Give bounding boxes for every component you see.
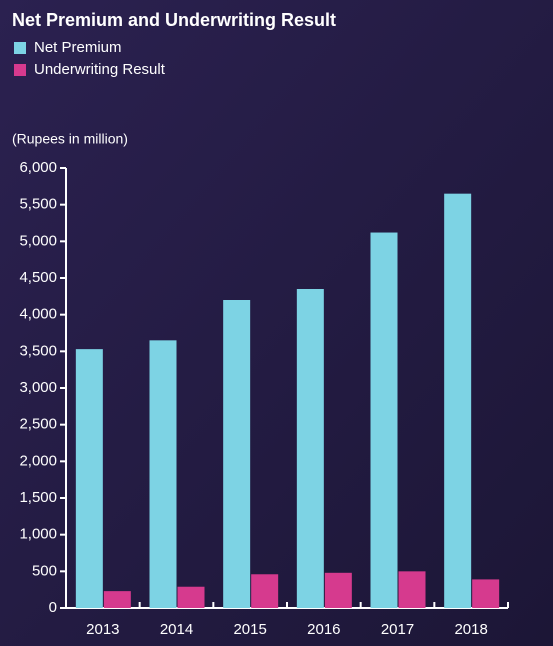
x-tick-label: 2013 <box>86 621 119 638</box>
bar <box>177 586 205 608</box>
y-tick-label: 5,500 <box>19 196 57 213</box>
y-tick-label: 2,000 <box>19 452 57 469</box>
bar <box>251 574 279 608</box>
y-tick-label: 3,000 <box>19 379 57 396</box>
y-tick-label: 1,500 <box>19 489 57 506</box>
bar <box>296 289 324 608</box>
bar <box>223 300 251 608</box>
bar <box>103 591 131 608</box>
chart-title: Net Premium and Underwriting Result <box>12 10 336 30</box>
x-tick-label: 2017 <box>381 621 414 638</box>
legend-swatch <box>14 64 26 76</box>
legend-label: Net Premium <box>34 39 122 56</box>
bar <box>324 572 352 608</box>
y-tick-label: 6,000 <box>19 159 57 176</box>
y-tick-label: 2,500 <box>19 416 57 433</box>
y-tick-label: 4,500 <box>19 269 57 286</box>
bar <box>398 571 426 608</box>
bar <box>75 349 103 608</box>
x-tick-label: 2015 <box>233 621 266 638</box>
bar <box>444 193 472 608</box>
bar <box>472 579 500 608</box>
x-tick-label: 2016 <box>307 621 340 638</box>
bar <box>370 232 398 609</box>
y-tick-label: 3,500 <box>19 342 57 359</box>
x-tick-label: 2014 <box>160 621 193 638</box>
y-axis-label: (Rupees in million) <box>12 131 128 147</box>
y-tick-label: 4,000 <box>19 306 57 323</box>
x-tick-label: 2018 <box>454 621 487 638</box>
y-tick-label: 500 <box>32 562 57 579</box>
bar <box>149 340 177 608</box>
legend-label: Underwriting Result <box>34 61 166 78</box>
y-tick-label: 1,000 <box>19 526 57 543</box>
legend-swatch <box>14 42 26 54</box>
y-tick-label: 0 <box>49 599 57 616</box>
y-tick-label: 5,000 <box>19 232 57 249</box>
